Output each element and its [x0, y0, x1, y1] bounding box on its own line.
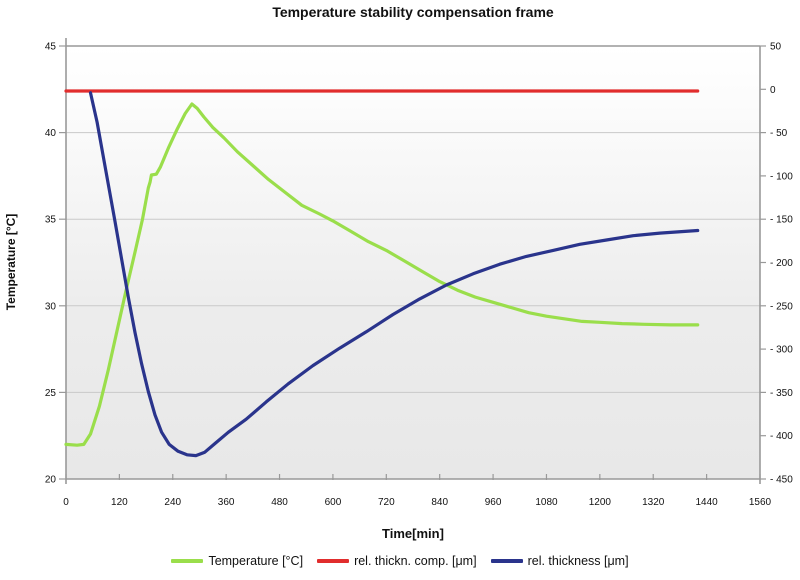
y-left-tick-label: 40: [45, 128, 57, 139]
legend-label-temperature: Temperature [°C]: [208, 554, 304, 568]
x-tick-label: 240: [164, 497, 181, 508]
y-axis-left-title: Temperature [°C]: [4, 213, 18, 311]
x-tick-label: 720: [378, 497, 395, 508]
x-tick-label: 960: [485, 497, 502, 508]
y-left-tick-label: 20: [45, 475, 57, 486]
x-tick-label: 1560: [749, 497, 772, 508]
y-left-tick-label: 35: [45, 215, 57, 226]
x-axis-title: Time[min]: [382, 526, 444, 541]
legend-label-rel-thickness: rel. thickness [μm]: [527, 554, 629, 568]
y-right-tick-label: - 450: [770, 475, 793, 486]
y-right-tick-label: - 100: [770, 171, 793, 182]
chart-title: Temperature stability compensation frame: [272, 4, 554, 20]
legend-item-temperature: Temperature [°C]: [171, 554, 303, 568]
y-left-tick-label: 45: [45, 42, 57, 53]
y-right-tick-label: - 350: [770, 388, 793, 399]
x-tick-label: 840: [431, 497, 448, 508]
y-right-tick-label: - 250: [770, 301, 793, 312]
legend-swatch-rel-thickness: [490, 559, 523, 563]
y-right-tick-label: 0: [770, 85, 776, 96]
x-tick-label: 360: [218, 497, 235, 508]
y-right-tick-label: - 50: [770, 128, 788, 139]
y-left-tick-label: 25: [45, 388, 57, 399]
y-right-tick-label: 50: [770, 42, 782, 53]
y-right-tick-label: - 150: [770, 215, 793, 226]
legend-item-rel-thickn-comp: rel. thickn. comp. [μm]: [317, 554, 477, 568]
legend-item-rel-thickness: rel. thickness [μm]: [490, 554, 629, 568]
series-temperature-line: [64, 102, 700, 447]
legend-label-rel-thickn-comp: rel. thickn. comp. [μm]: [354, 554, 477, 568]
x-tick-label: 1080: [535, 497, 558, 508]
series-rel-thickness-line: [88, 91, 700, 458]
x-tick-label: 1320: [642, 497, 665, 508]
plot-background: [66, 46, 760, 479]
y-right-tick-label: - 400: [770, 431, 793, 442]
x-tick-label: 0: [63, 497, 69, 508]
x-tick-label: 1200: [589, 497, 612, 508]
x-tick-label: 600: [325, 497, 342, 508]
x-tick-label: 1440: [695, 497, 718, 508]
x-tick-label: 480: [271, 497, 288, 508]
legend-swatch-rel-thickn-comp: [317, 559, 350, 563]
y-right-tick-label: - 200: [770, 258, 793, 269]
legend-swatch-temperature: [171, 559, 204, 563]
chart-legend: Temperature [°C] rel. thickn. comp. [μm]…: [0, 551, 800, 571]
y-left-tick-label: 30: [45, 301, 57, 312]
y-right-tick-label: - 300: [770, 345, 793, 356]
x-tick-label: 120: [111, 497, 128, 508]
